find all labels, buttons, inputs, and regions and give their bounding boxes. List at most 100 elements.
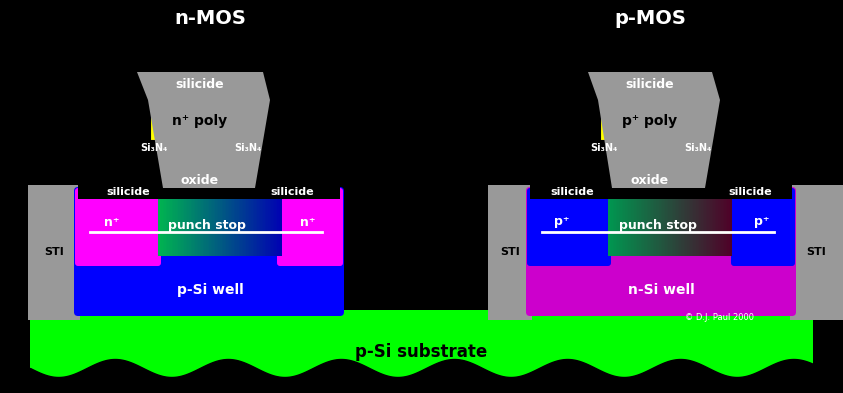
Bar — [257, 191, 259, 256]
Bar — [488, 185, 532, 320]
Bar — [211, 191, 212, 256]
Bar — [272, 191, 274, 256]
Bar — [270, 191, 271, 256]
Bar — [224, 191, 226, 256]
FancyBboxPatch shape — [75, 188, 161, 266]
Bar — [730, 191, 732, 256]
Bar — [672, 191, 674, 256]
Bar — [661, 191, 663, 256]
Bar — [196, 191, 198, 256]
Bar — [679, 191, 681, 256]
Bar — [228, 191, 229, 256]
Bar — [728, 191, 729, 256]
Bar — [609, 191, 611, 256]
Text: oxide: oxide — [181, 173, 219, 187]
Bar — [709, 191, 711, 256]
Bar — [244, 191, 246, 256]
Bar — [633, 191, 635, 256]
Text: n-Si well: n-Si well — [628, 283, 695, 297]
Bar — [205, 191, 206, 256]
Bar — [281, 191, 282, 256]
Bar — [690, 191, 692, 256]
Bar — [682, 191, 684, 256]
FancyBboxPatch shape — [74, 187, 344, 316]
Bar — [700, 191, 701, 256]
Text: Si₃N₄: Si₃N₄ — [685, 143, 711, 153]
Bar — [206, 191, 207, 256]
Bar — [628, 191, 630, 256]
Bar — [718, 191, 720, 256]
Text: silicide: silicide — [550, 187, 593, 197]
Bar — [715, 191, 717, 256]
Bar — [158, 191, 159, 256]
Bar — [668, 191, 670, 256]
Bar — [613, 191, 615, 256]
Text: p⁺: p⁺ — [554, 215, 570, 228]
Bar — [200, 191, 201, 256]
Text: punch stop: punch stop — [168, 220, 246, 233]
Text: p-Si substrate: p-Si substrate — [355, 343, 487, 361]
Bar — [145, 68, 255, 101]
Bar — [28, 185, 80, 320]
Bar — [192, 191, 194, 256]
Bar — [652, 191, 653, 256]
Bar — [203, 191, 205, 256]
Text: p-MOS: p-MOS — [614, 9, 686, 28]
Bar — [650, 191, 652, 256]
Bar — [665, 191, 667, 256]
Bar — [220, 191, 222, 256]
Bar — [207, 191, 209, 256]
FancyBboxPatch shape — [731, 188, 795, 266]
Bar — [702, 191, 704, 256]
Bar — [277, 191, 279, 256]
Bar — [242, 191, 244, 256]
Bar — [648, 191, 650, 256]
Bar — [198, 191, 200, 256]
Bar — [175, 191, 177, 256]
Bar — [246, 191, 248, 256]
Bar — [178, 191, 180, 256]
Text: silicide: silicide — [106, 187, 150, 197]
Bar — [644, 191, 645, 256]
Bar — [689, 191, 690, 256]
Bar — [722, 191, 724, 256]
Bar — [685, 191, 687, 256]
Bar — [166, 191, 168, 256]
Bar — [212, 191, 214, 256]
Bar — [622, 191, 624, 256]
Bar — [630, 191, 631, 256]
Bar — [159, 191, 161, 256]
Bar — [78, 183, 340, 199]
Polygon shape — [137, 72, 270, 188]
Text: STI: STI — [500, 247, 520, 257]
Bar — [594, 68, 706, 101]
Bar — [695, 191, 696, 256]
Bar — [266, 191, 268, 256]
Bar — [189, 191, 191, 256]
Bar — [186, 191, 187, 256]
Bar — [183, 191, 185, 256]
Bar — [163, 191, 164, 256]
Bar — [265, 191, 266, 256]
Bar — [271, 191, 273, 256]
Text: silicide: silicide — [175, 79, 224, 92]
Bar — [240, 191, 242, 256]
Bar — [711, 191, 713, 256]
Bar — [181, 191, 183, 256]
Bar — [720, 191, 722, 256]
Text: n⁺ poly: n⁺ poly — [173, 114, 228, 128]
Bar — [684, 191, 685, 256]
Bar — [274, 191, 276, 256]
Text: n⁺: n⁺ — [105, 215, 120, 228]
Bar — [713, 191, 715, 256]
Bar — [639, 191, 641, 256]
Bar — [626, 191, 628, 256]
Bar — [276, 191, 277, 256]
Text: Si₃N₄: Si₃N₄ — [234, 143, 261, 153]
Bar — [608, 191, 609, 256]
Bar — [678, 191, 679, 256]
Text: © D.J. Paul 2000: © D.J. Paul 2000 — [685, 314, 754, 323]
Bar — [226, 191, 228, 256]
Bar — [191, 191, 192, 256]
Bar — [707, 191, 709, 256]
